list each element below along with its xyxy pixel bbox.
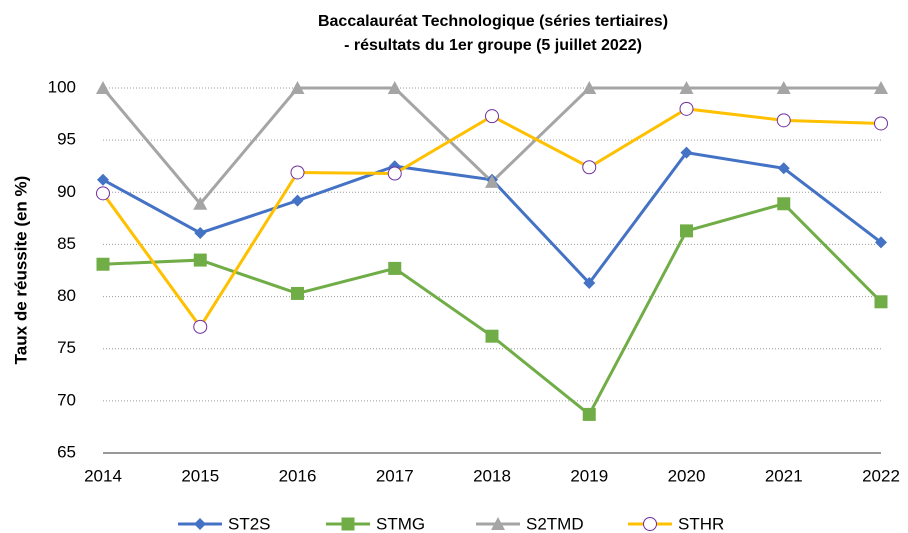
y-tick-label: 70 (57, 390, 76, 409)
x-tick-label: 2019 (570, 466, 608, 485)
marker (777, 162, 790, 175)
marker (679, 81, 694, 94)
marker (193, 196, 208, 210)
marker (485, 329, 499, 343)
chart-title: - résultats du 1er groupe (5 juillet 202… (344, 37, 642, 54)
marker (874, 81, 888, 94)
series-line (101, 107, 882, 330)
x-tick-label: 2017 (376, 466, 414, 485)
marker (680, 146, 693, 159)
legend-label: S2TMD (526, 514, 584, 533)
marker (290, 165, 305, 180)
marker (491, 517, 505, 530)
marker (582, 160, 597, 175)
marker (193, 319, 208, 334)
marker (387, 166, 402, 181)
marker (291, 194, 304, 207)
marker (582, 407, 596, 421)
y-tick-label: 95 (57, 130, 76, 149)
x-tick-label: 2021 (765, 466, 803, 485)
marker (643, 517, 657, 531)
marker (776, 81, 791, 94)
marker (387, 81, 402, 94)
x-tick-label: 2020 (668, 466, 706, 485)
marker (485, 174, 499, 188)
marker (582, 81, 597, 94)
y-tick-label: 75 (57, 338, 76, 357)
y-tick-label: 85 (57, 234, 76, 253)
y-tick-label: 100 (48, 77, 76, 96)
marker (777, 197, 791, 211)
marker (776, 113, 791, 128)
marker (388, 261, 402, 275)
y-tick-label: 80 (57, 286, 76, 305)
x-tick-label: 2016 (279, 466, 317, 485)
marker (680, 224, 693, 238)
marker (290, 81, 305, 94)
marker (96, 257, 110, 271)
marker (875, 236, 887, 249)
y-axis-label: Taux de réussite (en %) (11, 176, 30, 365)
marker (96, 186, 110, 201)
x-tick-label: 2015 (181, 466, 219, 485)
legend-label: STMG (376, 514, 425, 533)
marker (341, 517, 355, 531)
marker (97, 173, 109, 186)
x-tick-label: 2014 (84, 466, 122, 485)
marker (194, 518, 206, 530)
marker (874, 295, 888, 309)
marker (96, 81, 110, 94)
marker (291, 286, 304, 300)
y-tick-label: 65 (57, 442, 76, 461)
marker (679, 101, 694, 116)
marker (194, 226, 207, 239)
x-tick-label: 2022 (862, 466, 900, 485)
legend-label: ST2S (228, 514, 271, 533)
marker (193, 253, 207, 267)
legend-label: STHR (678, 514, 724, 533)
x-tick-label: 2018 (473, 466, 511, 485)
series-line (102, 151, 882, 286)
chart-title: Baccalauréat Technologique (séries terti… (318, 13, 668, 30)
marker (583, 277, 596, 290)
marker (485, 109, 499, 124)
series-line (102, 202, 883, 417)
marker (874, 116, 888, 131)
y-tick-label: 90 (57, 182, 76, 201)
